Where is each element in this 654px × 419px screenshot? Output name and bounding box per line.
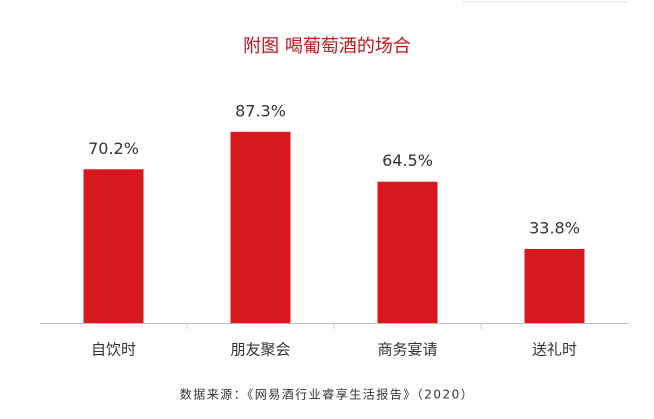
source-note: 数据来源：《网易酒行业睿享生活报告》（2020） xyxy=(180,387,475,402)
value-label: 64.5% xyxy=(382,151,433,170)
x-tick-label: 商务宴请 xyxy=(377,341,437,359)
bar xyxy=(83,169,144,323)
x-tick-label: 朋友聚会 xyxy=(230,341,290,359)
x-tick-label: 送礼时 xyxy=(532,341,577,359)
bar xyxy=(377,181,438,323)
value-label: 87.3% xyxy=(235,101,286,120)
value-label: 70.2% xyxy=(88,139,139,158)
value-label: 33.8% xyxy=(529,218,580,237)
bar xyxy=(524,248,585,323)
bar xyxy=(230,131,291,323)
chart-title: 附图 喝葡萄酒的场合 xyxy=(243,36,411,57)
x-tick-label: 自饮时 xyxy=(91,341,136,359)
